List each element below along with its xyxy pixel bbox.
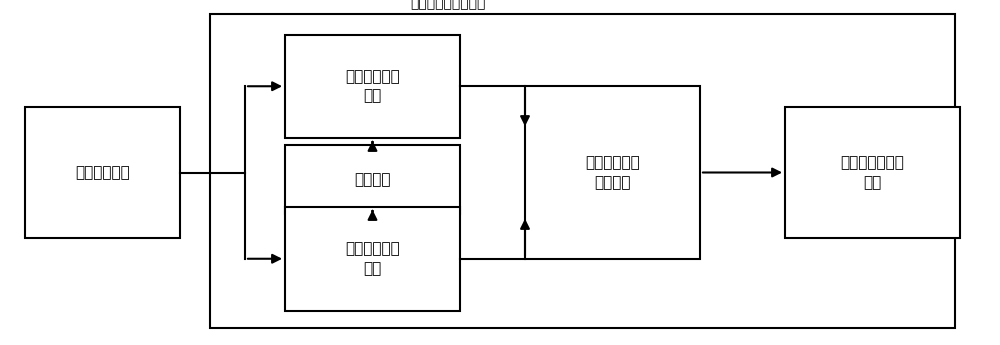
Bar: [285, 145, 460, 214]
Text: 整流滤波模块: 整流滤波模块: [75, 165, 130, 180]
Text: 低温等离子体反
应器: 低温等离子体反 应器: [841, 155, 904, 190]
Bar: [210, 14, 955, 328]
Text: 双极性高压脉冲电源: 双极性高压脉冲电源: [411, 0, 486, 10]
Bar: [525, 86, 700, 259]
Bar: [285, 207, 460, 310]
Bar: [285, 34, 460, 138]
Text: 第二谐振充电
模块: 第二谐振充电 模块: [345, 241, 400, 276]
Bar: [25, 107, 180, 238]
Text: 控制模块: 控制模块: [354, 172, 391, 187]
Bar: [785, 107, 960, 238]
Text: 双原边绕组脉
冲变压器: 双原边绕组脉 冲变压器: [585, 155, 640, 190]
Text: 第一谐振充电
模块: 第一谐振充电 模块: [345, 69, 400, 104]
